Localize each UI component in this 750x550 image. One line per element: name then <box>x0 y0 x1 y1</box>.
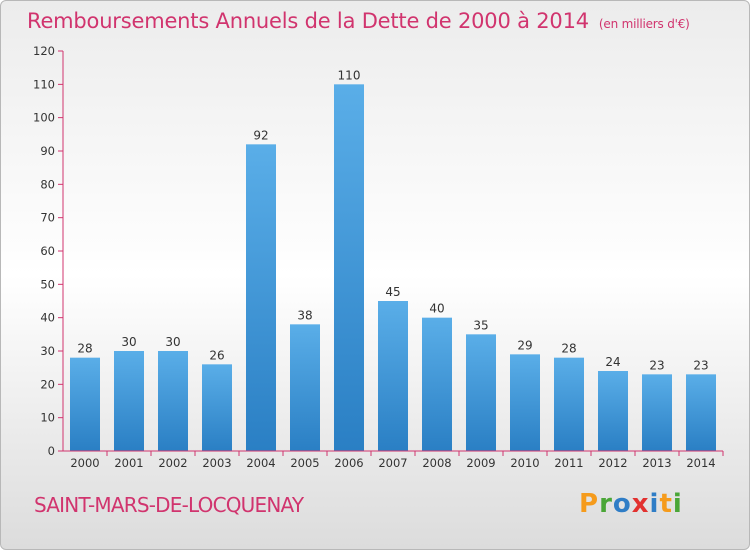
value-label-2012: 24 <box>605 355 620 369</box>
y-tick-label-0: 0 <box>48 444 55 458</box>
value-label-2002: 30 <box>165 335 180 349</box>
value-label-2004: 92 <box>253 128 268 142</box>
value-label-2009: 35 <box>473 318 488 332</box>
value-label-2008: 40 <box>429 302 444 316</box>
bar-2010 <box>510 354 540 451</box>
value-label-2013: 23 <box>649 358 664 372</box>
proxiti-logo[interactable]: Proxiti <box>579 489 683 519</box>
value-label-2010: 29 <box>517 338 532 352</box>
bar-2004 <box>246 144 276 452</box>
bar-2008 <box>422 317 452 451</box>
bar-2009 <box>466 334 496 451</box>
y-tick-label-50: 50 <box>40 277 55 291</box>
bar-2001 <box>114 351 144 451</box>
value-label-2003: 26 <box>209 348 224 362</box>
bars-group: 28 30 30 26 92 38 110 45 40 35 29 28 24 23 23 <box>70 68 716 452</box>
bar-2003 <box>202 364 232 451</box>
value-label-2000: 28 <box>77 342 92 356</box>
axes-group: 2000 2001 2002 2003 2004 2005 2006 2007 2008 2009… <box>33 44 724 470</box>
value-label-2014: 23 <box>693 358 708 372</box>
value-label-2006: 110 <box>338 68 361 82</box>
y-tick-label-60: 60 <box>40 244 55 258</box>
y-tick-label-20: 20 <box>40 377 55 391</box>
bar-2002 <box>158 351 188 451</box>
y-tick-label-40: 40 <box>40 311 55 325</box>
y-tick-label-30: 30 <box>40 344 55 358</box>
x-tick-label-2005: 2005 <box>290 456 319 470</box>
x-tick-label-2004: 2004 <box>246 456 275 470</box>
x-tick-label-2003: 2003 <box>202 456 231 470</box>
y-tick-label-120: 120 <box>33 44 55 58</box>
value-label-2005: 38 <box>297 308 312 322</box>
x-tick-label-2009: 2009 <box>466 456 495 470</box>
y-tick-label-100: 100 <box>33 111 55 125</box>
x-tick-label-2011: 2011 <box>554 456 583 470</box>
bar-2014 <box>686 374 716 451</box>
chart-title: Remboursements Annuels de la Dette de 20… <box>27 9 690 33</box>
bar-2005 <box>290 324 320 451</box>
x-tick-label-2006: 2006 <box>334 456 363 470</box>
value-label-2001: 30 <box>121 335 136 349</box>
bar-2013 <box>642 374 672 451</box>
y-tick-label-90: 90 <box>40 144 55 158</box>
x-tick-label-2013: 2013 <box>642 456 671 470</box>
x-tick-label-2007: 2007 <box>378 456 407 470</box>
y-tick-label-10: 10 <box>40 411 55 425</box>
x-tick-label-2001: 2001 <box>114 456 143 470</box>
chart-title-text: Remboursements Annuels de la Dette de 20… <box>27 9 589 33</box>
bar-2006 <box>334 84 364 451</box>
bar-2007 <box>378 301 408 451</box>
chart-subtitle: (en milliers d'€) <box>598 17 690 31</box>
x-tick-label-2010: 2010 <box>510 456 539 470</box>
y-tick-label-110: 110 <box>33 77 55 91</box>
y-tick-label-80: 80 <box>40 177 55 191</box>
x-tick-label-2012: 2012 <box>598 456 627 470</box>
x-tick-label-2008: 2008 <box>422 456 451 470</box>
y-tick-label-70: 70 <box>40 211 55 225</box>
x-tick-label-2002: 2002 <box>158 456 187 470</box>
bar-2011 <box>554 357 584 451</box>
x-tick-label-2000: 2000 <box>70 456 99 470</box>
value-label-2011: 28 <box>561 342 576 356</box>
city-name: SAINT-MARS-DE-LOCQUENAY <box>34 493 304 517</box>
x-tick-label-2014: 2014 <box>686 456 715 470</box>
bar-2012 <box>598 371 628 451</box>
bar-2000 <box>70 357 100 451</box>
value-label-2007: 45 <box>385 285 400 299</box>
